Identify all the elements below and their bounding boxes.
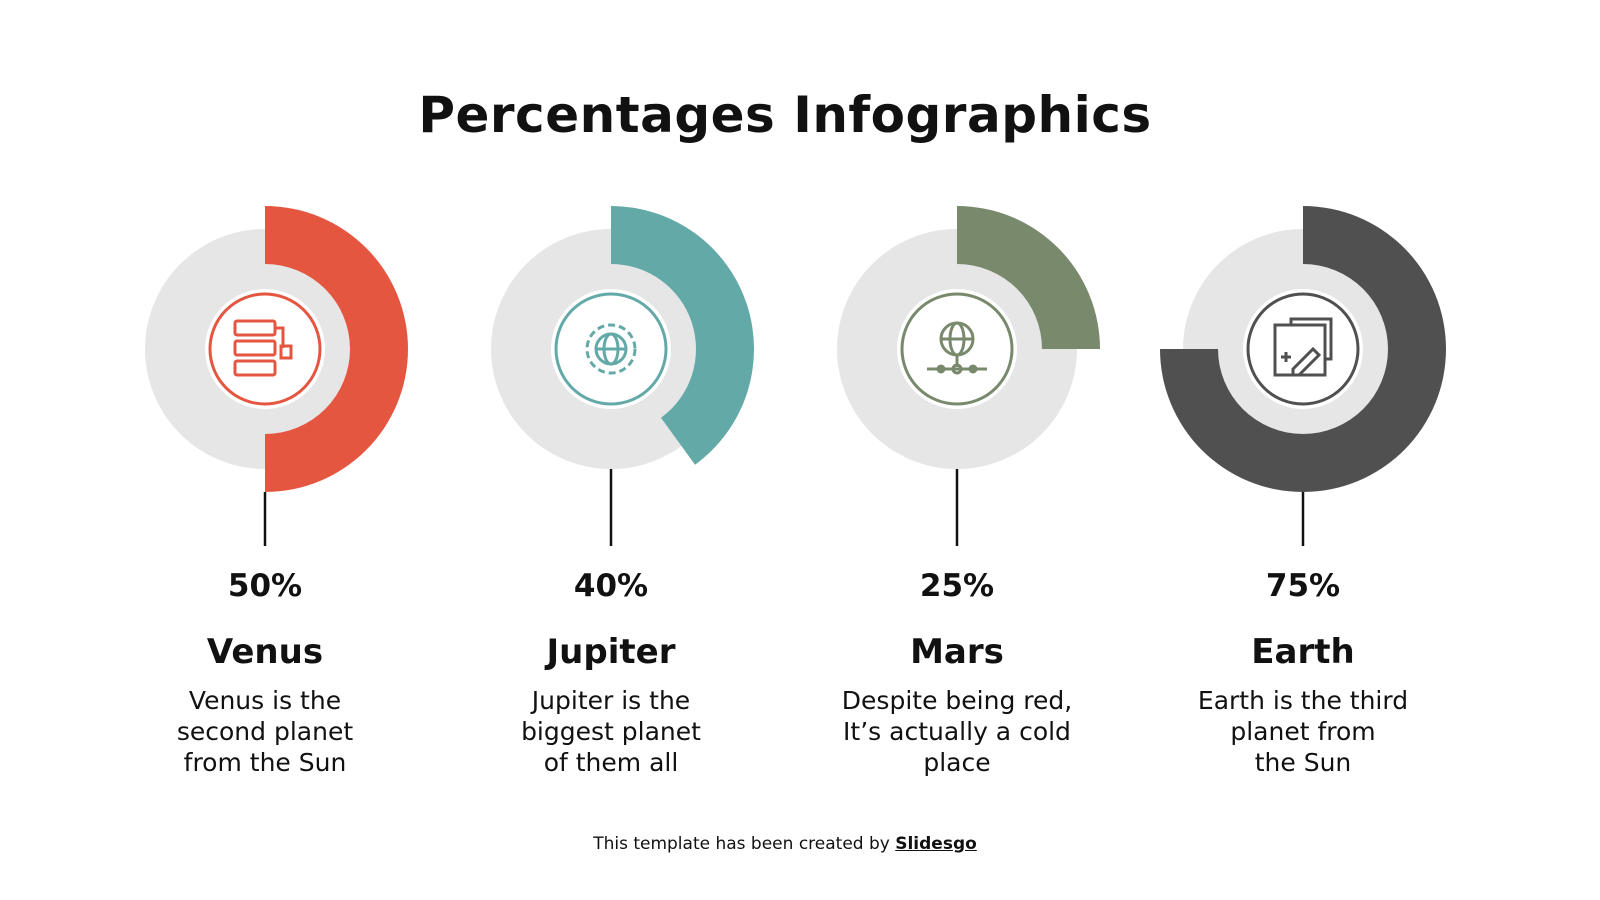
map-edit-icon — [1273, 317, 1333, 377]
item-description: Earth is the third planet from the Sun — [1197, 686, 1409, 777]
percent-arc — [265, 206, 408, 492]
percent-arc — [1160, 206, 1446, 492]
globe-gear-icon — [585, 323, 637, 375]
slidesgo-link[interactable]: Slidesgo — [895, 834, 977, 854]
globe-network-icon — [927, 321, 987, 375]
icon-circle — [208, 292, 322, 406]
server-lock-icon — [233, 319, 293, 377]
item-name: Venus — [206, 632, 324, 672]
percent-label: 40% — [573, 568, 649, 604]
percent-arc — [611, 206, 754, 465]
item-description: Despite being red, It’s actually a cold … — [841, 686, 1073, 777]
percent-label: 75% — [1265, 568, 1341, 604]
footer-text: This template has been created by — [593, 834, 896, 854]
item-description: Jupiter is the biggest planet of them al… — [521, 686, 701, 777]
footer: This template has been created by Slides… — [0, 834, 1570, 854]
percent-arc — [957, 206, 1100, 349]
item-description: Venus is the second planet from the Sun — [176, 686, 354, 777]
item-name: Earth — [1251, 632, 1355, 672]
page-title: Percentages Infographics — [418, 86, 1152, 144]
percent-label: 25% — [919, 568, 995, 604]
item-name: Mars — [910, 632, 1004, 672]
icon-circle — [1246, 292, 1360, 406]
percent-label: 50% — [227, 568, 303, 604]
icon-circle — [900, 292, 1014, 406]
item-name: Jupiter — [546, 632, 676, 672]
